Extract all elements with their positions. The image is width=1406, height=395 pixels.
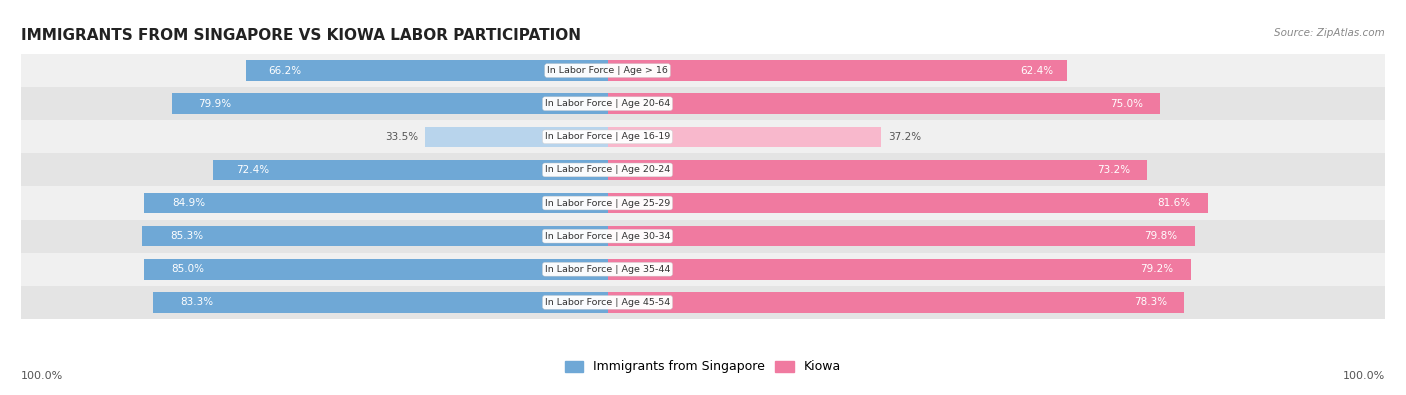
Text: In Labor Force | Age 20-64: In Labor Force | Age 20-64 [546,99,671,108]
Text: 79.8%: 79.8% [1144,231,1178,241]
Text: 73.2%: 73.2% [1097,165,1130,175]
Legend: Immigrants from Singapore, Kiowa: Immigrants from Singapore, Kiowa [560,356,846,378]
Bar [21,286,1385,319]
Text: In Labor Force | Age > 16: In Labor Force | Age > 16 [547,66,668,75]
Bar [21,186,1385,220]
Text: In Labor Force | Age 30-34: In Labor Force | Age 30-34 [544,231,671,241]
Text: In Labor Force | Age 16-19: In Labor Force | Age 16-19 [546,132,671,141]
Bar [143,259,607,280]
Bar [607,259,1191,280]
Bar [607,60,1067,81]
Text: 100.0%: 100.0% [21,371,63,381]
Bar [246,60,607,81]
Bar [607,292,1184,312]
Text: 33.5%: 33.5% [385,132,418,142]
Text: 66.2%: 66.2% [269,66,301,75]
Text: In Labor Force | Age 45-54: In Labor Force | Age 45-54 [546,298,671,307]
Text: In Labor Force | Age 25-29: In Labor Force | Age 25-29 [546,199,671,207]
Bar [142,226,607,246]
Bar [212,160,607,180]
Bar [21,54,1385,87]
Text: 85.3%: 85.3% [170,231,204,241]
Text: Source: ZipAtlas.com: Source: ZipAtlas.com [1274,28,1385,38]
Bar [607,126,882,147]
Text: 81.6%: 81.6% [1157,198,1191,208]
Text: In Labor Force | Age 35-44: In Labor Force | Age 35-44 [546,265,671,274]
Bar [607,160,1147,180]
Text: IMMIGRANTS FROM SINGAPORE VS KIOWA LABOR PARTICIPATION: IMMIGRANTS FROM SINGAPORE VS KIOWA LABOR… [21,28,581,43]
Bar [607,226,1195,246]
Bar [425,126,607,147]
Text: 79.2%: 79.2% [1140,264,1174,274]
Bar [21,87,1385,120]
Text: In Labor Force | Age 20-24: In Labor Force | Age 20-24 [546,166,671,175]
Bar [21,220,1385,253]
Bar [607,94,1160,114]
Bar [21,120,1385,153]
Bar [21,153,1385,186]
Text: 85.0%: 85.0% [172,264,205,274]
Text: 78.3%: 78.3% [1133,297,1167,307]
Bar [172,94,607,114]
Bar [145,193,607,213]
Text: 84.9%: 84.9% [172,198,205,208]
Text: 72.4%: 72.4% [236,165,270,175]
Bar [21,253,1385,286]
Text: 37.2%: 37.2% [889,132,921,142]
Text: 79.9%: 79.9% [198,99,231,109]
Bar [153,292,607,312]
Text: 62.4%: 62.4% [1021,66,1053,75]
Text: 75.0%: 75.0% [1111,99,1143,109]
Text: 83.3%: 83.3% [180,297,214,307]
Text: 100.0%: 100.0% [1343,371,1385,381]
Bar [607,193,1209,213]
